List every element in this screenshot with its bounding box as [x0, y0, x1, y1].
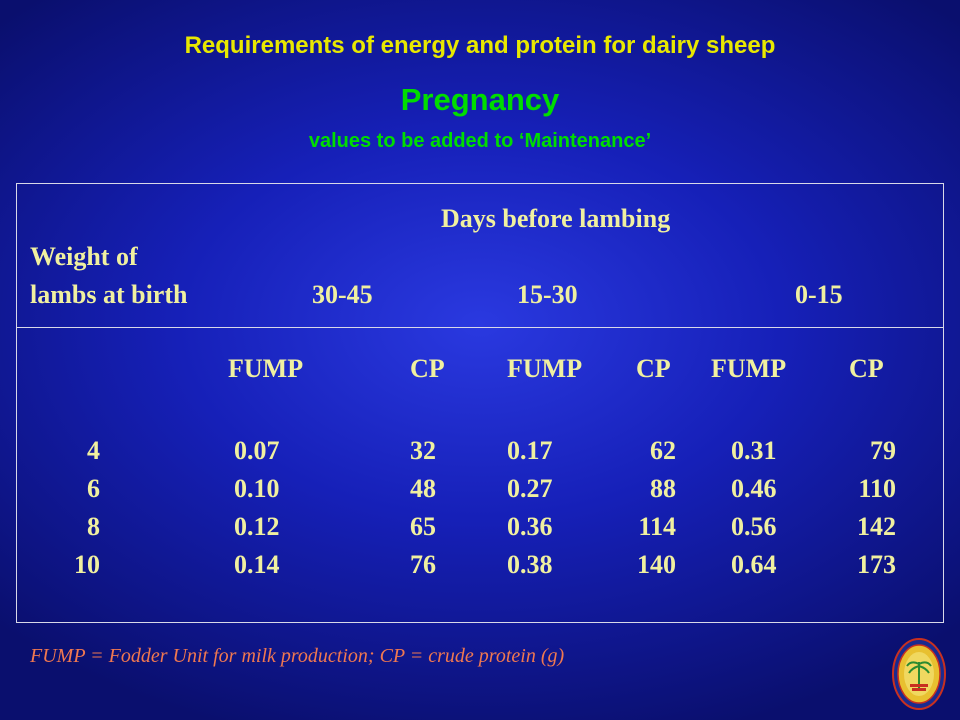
table-panel [16, 183, 944, 623]
row-4-fump-3: 0.64 [731, 550, 777, 579]
row-2-fump-2: 0.27 [507, 474, 553, 503]
row-2-weight: 6 [87, 474, 100, 503]
row-header-line1: Weight of [30, 242, 138, 271]
row-1-cp-2: 62 [650, 436, 676, 465]
subheader-cp-3: CP [849, 354, 884, 383]
days-before-lambing-header: Days before lambing [441, 204, 671, 233]
row-1-fump-3: 0.31 [731, 436, 777, 465]
row-4-cp-3: 173 [857, 550, 896, 579]
row-4-fump-1: 0.14 [234, 550, 280, 579]
footnote: FUMP = Fodder Unit for milk production; … [30, 645, 565, 667]
subheader-fump-3: FUMP [711, 354, 787, 383]
row-3-fump-1: 0.12 [234, 512, 280, 541]
subheader-fump-1: FUMP [228, 354, 304, 383]
row-4-cp-2: 140 [637, 550, 676, 579]
row-3-cp-1: 65 [410, 512, 436, 541]
period-header-1: 30-45 [312, 280, 373, 309]
subheader-cp-1: CP [410, 354, 445, 383]
row-3-weight: 8 [87, 512, 100, 541]
row-3-fump-2: 0.36 [507, 512, 553, 541]
period-header-3: 0-15 [795, 280, 843, 309]
slide-title: Requirements of energy and protein for d… [184, 32, 776, 59]
row-2-cp-2: 88 [650, 474, 676, 503]
subheader-cp-2: CP [636, 354, 671, 383]
row-header-line2: lambs at birth [30, 280, 188, 309]
row-2-cp-1: 48 [410, 474, 436, 503]
subheader-fump-2: FUMP [507, 354, 583, 383]
row-1-fump-1: 0.07 [234, 436, 280, 465]
row-3-fump-3: 0.56 [731, 512, 777, 541]
table-divider [16, 327, 944, 328]
row-2-fump-3: 0.46 [731, 474, 777, 503]
row-4-cp-1: 76 [410, 550, 436, 579]
row-3-cp-3: 142 [857, 512, 896, 541]
row-1-fump-2: 0.17 [507, 436, 553, 465]
row-2-fump-1: 0.10 [234, 474, 280, 503]
row-1-weight: 4 [87, 436, 100, 465]
row-1-cp-1: 32 [410, 436, 436, 465]
period-header-2: 15-30 [517, 280, 578, 309]
slide-subnote: values to be added to ‘Maintenance’ [308, 130, 652, 152]
row-4-weight: 10 [74, 550, 100, 579]
row-1-cp-3: 79 [870, 436, 896, 465]
row-4-fump-2: 0.38 [507, 550, 553, 579]
row-2-cp-3: 110 [858, 474, 896, 503]
university-seal-icon [892, 638, 946, 710]
row-3-cp-2: 114 [638, 512, 676, 541]
slide-subtitle: Pregnancy [400, 82, 560, 117]
